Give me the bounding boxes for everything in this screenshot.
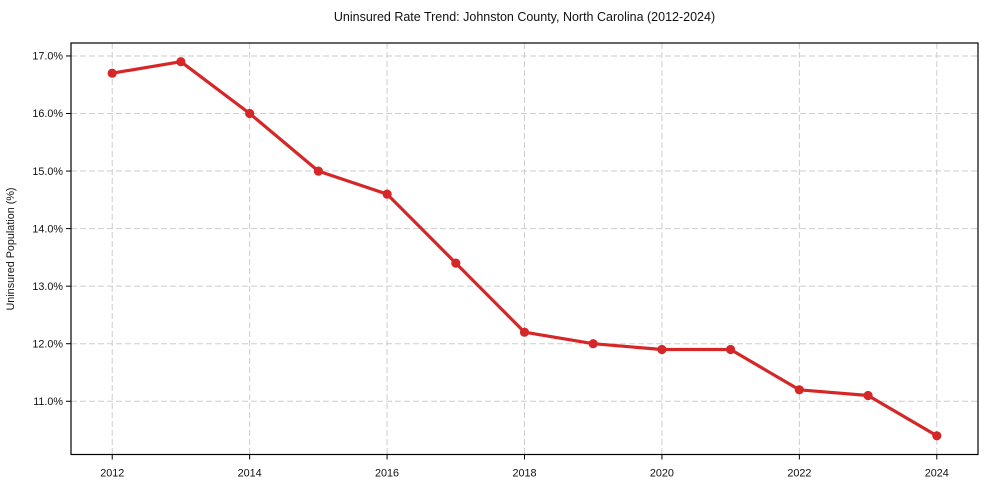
series-layer bbox=[107, 57, 942, 441]
x-tick-label: 2016 bbox=[375, 468, 399, 480]
y-tick-label: 17.0% bbox=[32, 51, 63, 63]
data-point bbox=[176, 57, 186, 67]
grid-layer bbox=[71, 43, 978, 455]
data-point bbox=[794, 385, 804, 395]
data-point bbox=[382, 189, 392, 199]
y-tick-label: 13.0% bbox=[32, 281, 63, 293]
x-tick-label: 2022 bbox=[787, 468, 811, 480]
y-tick-label: 12.0% bbox=[32, 338, 63, 350]
data-point bbox=[245, 108, 255, 119]
data-point bbox=[519, 327, 530, 337]
y-tick-label: 14.0% bbox=[32, 223, 63, 235]
x-tick-label: 2012 bbox=[100, 468, 124, 480]
y-tick-label: 16.0% bbox=[32, 108, 63, 120]
data-point bbox=[588, 339, 598, 349]
data-point bbox=[932, 431, 942, 441]
data-point bbox=[451, 258, 461, 268]
chart-title: Uninsured Rate Trend: Johnston County, N… bbox=[334, 10, 715, 24]
data-point bbox=[726, 344, 736, 355]
x-tick-label: 2024 bbox=[925, 468, 949, 480]
data-point bbox=[313, 166, 323, 176]
data-point bbox=[107, 68, 117, 78]
y-tick-label: 15.0% bbox=[32, 166, 63, 178]
y-tick-label: 11.0% bbox=[33, 396, 63, 408]
data-point bbox=[657, 344, 667, 355]
x-tick-label: 2014 bbox=[238, 468, 262, 480]
data-point bbox=[863, 390, 873, 401]
x-tick-label: 2020 bbox=[650, 468, 674, 480]
x-tick-label: 2018 bbox=[512, 468, 536, 480]
tick-layer: 11.0% 12.0% 13.0% 14.0% 15.0% 16.0% 17.0% 2012 2… bbox=[32, 51, 948, 480]
y-axis-label: Uninsured Population (%) bbox=[5, 187, 17, 310]
